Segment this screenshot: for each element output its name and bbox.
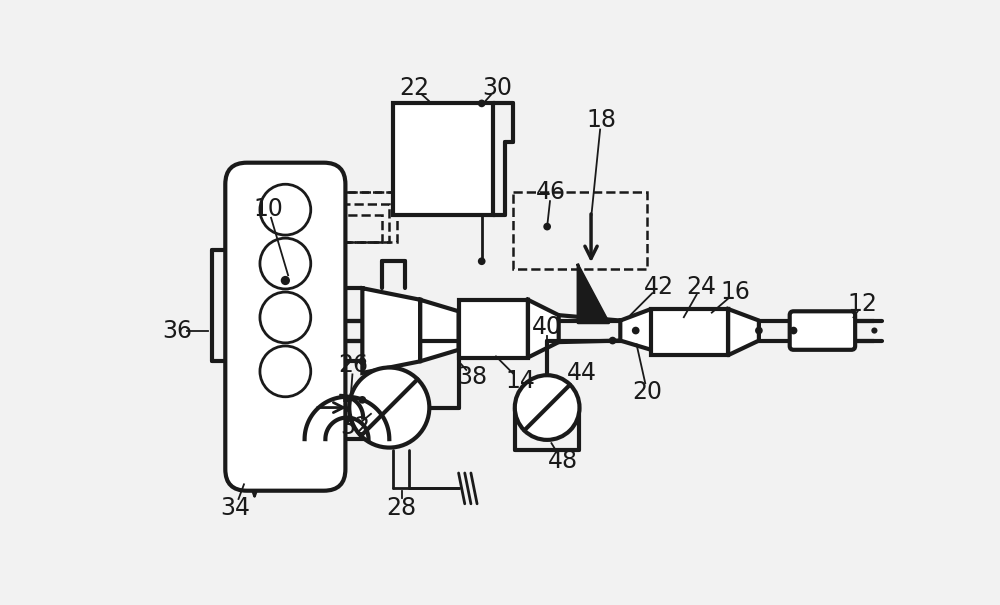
Bar [459,299,528,358]
Text: 46: 46 [536,180,566,204]
Circle shape [871,327,877,333]
Text: 36: 36 [163,319,193,342]
Bar [293,192,397,242]
Bar [301,203,389,242]
Circle shape [609,337,616,344]
Circle shape [260,346,311,397]
Circle shape [358,358,366,365]
Text: 20: 20 [632,380,662,404]
Text: 26: 26 [338,353,368,377]
Text: 24: 24 [686,275,716,299]
Text: 10: 10 [253,197,283,221]
Circle shape [515,375,579,440]
Circle shape [478,100,486,107]
Text: 12: 12 [848,292,878,316]
Text: 38: 38 [457,365,488,389]
FancyBboxPatch shape [225,163,345,491]
Bar [393,103,493,215]
Text: 18: 18 [586,108,616,132]
Circle shape [478,257,486,265]
Text: 34: 34 [220,495,250,520]
Text: 40: 40 [532,315,562,339]
Polygon shape [578,265,609,323]
Circle shape [260,185,311,235]
Text: 30: 30 [482,76,512,100]
Polygon shape [620,309,651,350]
Text: 48: 48 [547,450,578,474]
Text: 44: 44 [567,361,597,385]
Circle shape [349,367,429,448]
Circle shape [260,238,311,289]
Circle shape [755,327,763,335]
Text: 42: 42 [644,275,674,299]
Polygon shape [420,299,459,361]
Bar [308,215,382,242]
Text: 16: 16 [721,280,751,304]
Circle shape [543,223,551,231]
Text: 14: 14 [505,368,535,393]
Circle shape [358,396,366,404]
Polygon shape [362,288,420,373]
Circle shape [260,292,311,343]
Text: 22: 22 [400,76,430,100]
Text: 28: 28 [387,495,417,520]
Circle shape [281,276,290,285]
Text: 32: 32 [340,415,370,439]
Circle shape [790,327,797,335]
Bar [512,192,647,269]
Polygon shape [728,309,759,355]
Circle shape [632,327,640,335]
Bar [651,309,728,355]
Polygon shape [528,299,559,358]
FancyBboxPatch shape [790,312,855,350]
